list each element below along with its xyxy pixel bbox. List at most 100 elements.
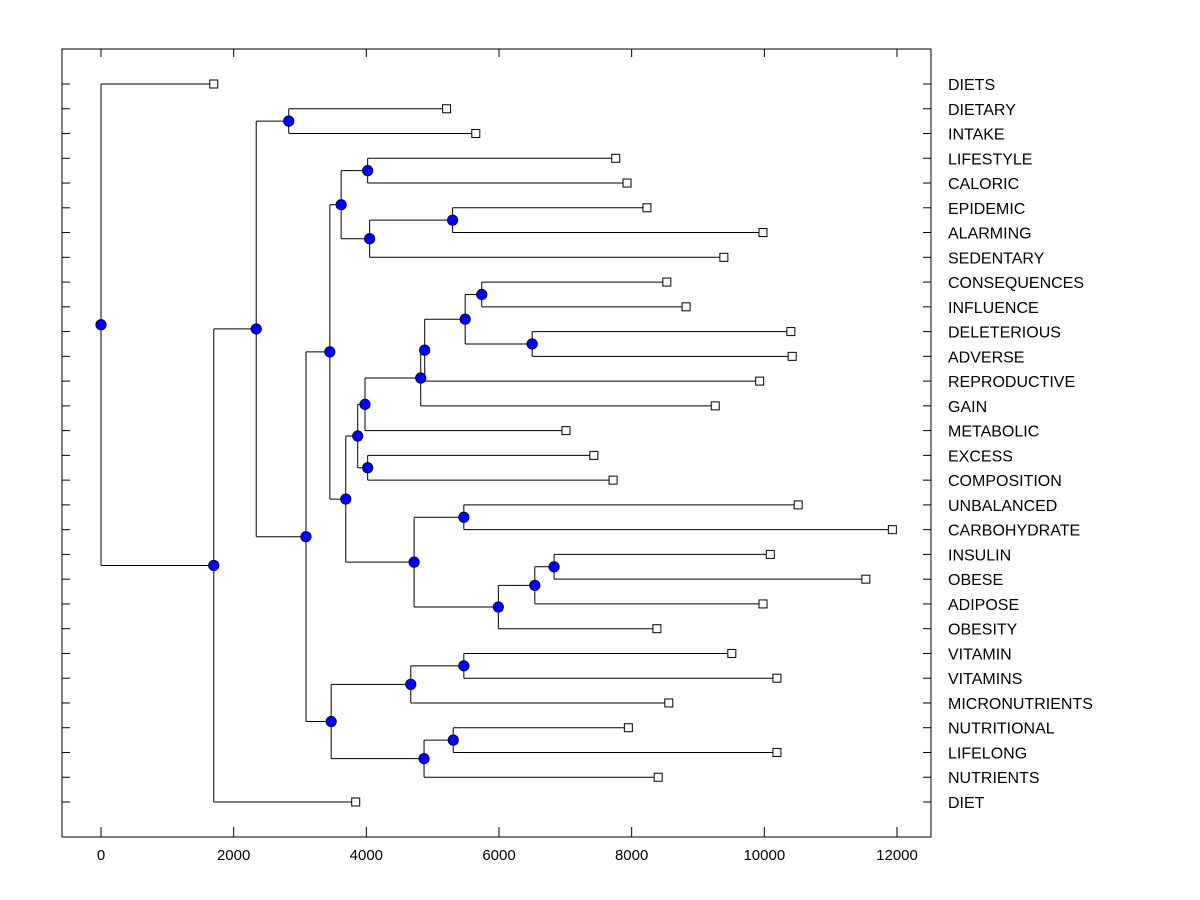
- leaf-label: UNBALANCED: [948, 498, 1057, 515]
- cluster-node: [250, 323, 262, 335]
- cluster-node: [359, 398, 371, 410]
- leaf-marker: [611, 153, 621, 163]
- cluster-node: [529, 579, 541, 591]
- leaf-marker: [209, 79, 219, 89]
- leaf-marker: [589, 450, 599, 460]
- leaf-marker: [727, 648, 737, 658]
- cluster-node: [408, 556, 420, 568]
- cluster-node: [418, 753, 430, 765]
- leaf-label: CONSEQUENCES: [948, 275, 1084, 292]
- leaf-marker: [861, 574, 871, 584]
- leaf-marker: [623, 723, 633, 733]
- x-tick-label: 10000: [743, 847, 785, 864]
- leaf-marker: [653, 772, 663, 782]
- leaf-label: COMPOSITION: [948, 473, 1062, 490]
- leaf-label: METABOLIC: [948, 424, 1039, 441]
- cluster-node: [340, 493, 352, 505]
- leaf-marker: [786, 327, 796, 337]
- x-tick-label: 4000: [350, 847, 383, 864]
- leaf-marker: [887, 525, 897, 535]
- leaf-label: CARBOHYDRATE: [948, 523, 1080, 540]
- leaf-marker: [719, 252, 729, 262]
- leaf-marker: [351, 797, 361, 807]
- x-tick-label: 0: [97, 847, 105, 864]
- leaf-marker: [652, 624, 662, 634]
- leaf-label: NUTRITIONAL: [948, 721, 1055, 738]
- leaf-label: MICRONUTRIENTS: [948, 696, 1093, 713]
- x-tick-label: 2000: [217, 847, 250, 864]
- dendrogram-nodes: [95, 115, 560, 765]
- leaf-label: INTAKE: [948, 127, 1005, 144]
- leaf-marker: [793, 500, 803, 510]
- cluster-node: [335, 199, 347, 211]
- leaf-marker: [471, 129, 481, 139]
- dendrogram-leaves: [209, 79, 897, 807]
- leaf-marker: [642, 203, 652, 213]
- leaf-label: DIETS: [948, 77, 995, 94]
- x-tick-label: 8000: [615, 847, 648, 864]
- cluster-node: [458, 511, 470, 523]
- leaf-label: LIFESTYLE: [948, 151, 1032, 168]
- cluster-node: [458, 660, 470, 672]
- leaf-marker: [758, 228, 768, 238]
- x-axis: 0 2000 4000 6000 8000 10000 12000: [97, 49, 918, 864]
- cluster-node: [447, 734, 459, 746]
- leaf-label: REPRODUCTIVE: [948, 374, 1075, 391]
- leaf-label: OBESITY: [948, 622, 1018, 639]
- leaf-labels: DIETS DIETARY INTAKE LIFESTYLE CALORIC EPIDEM…: [948, 77, 1093, 812]
- leaf-label: NUTRIENTS: [948, 770, 1040, 787]
- cluster-node: [476, 288, 488, 301]
- leaf-label: ADIPOSE: [948, 597, 1019, 614]
- cluster-node: [419, 344, 431, 356]
- cluster-node: [325, 715, 337, 728]
- leaf-label: INSULIN: [948, 547, 1011, 564]
- leaf-marker: [758, 599, 768, 609]
- leaf-label: ADVERSE: [948, 349, 1024, 366]
- cluster-node: [95, 319, 107, 331]
- y-ticks: [62, 83, 931, 803]
- cluster-node: [492, 601, 504, 613]
- leaf-label: EXCESS: [948, 448, 1013, 465]
- leaf-label: ALARMING: [948, 226, 1032, 243]
- cluster-node: [415, 372, 427, 384]
- cluster-node: [405, 678, 417, 690]
- leaf-marker: [664, 698, 674, 708]
- leaf-label: DIETARY: [948, 102, 1016, 119]
- leaf-label: GAIN: [948, 399, 987, 416]
- leaf-label: LIFELONG: [948, 745, 1027, 762]
- leaf-label: SEDENTARY: [948, 250, 1045, 267]
- x-tick-label: 6000: [482, 847, 515, 864]
- cluster-node: [362, 462, 374, 474]
- cluster-node: [352, 430, 364, 442]
- leaf-marker: [755, 376, 765, 386]
- leaf-marker: [622, 178, 632, 188]
- leaf-marker: [772, 747, 782, 757]
- leaf-marker: [710, 401, 720, 411]
- leaf-label: OBESE: [948, 572, 1003, 589]
- cluster-node: [446, 214, 459, 226]
- cluster-node: [526, 338, 538, 350]
- leaf-marker: [787, 351, 797, 361]
- leaf-label: VITAMINS: [948, 671, 1022, 688]
- plot-frame: [61, 48, 932, 838]
- leaf-marker: [561, 426, 571, 436]
- cluster-node: [548, 561, 560, 573]
- leaf-label: VITAMIN: [948, 646, 1012, 663]
- leaf-marker: [681, 302, 691, 312]
- dendrogram-links: [100, 83, 893, 803]
- leaf-label: DELETERIOUS: [948, 325, 1061, 342]
- leaf-label: CALORIC: [948, 176, 1019, 193]
- leaf-marker: [662, 277, 672, 287]
- cluster-node: [283, 115, 295, 127]
- cluster-node: [208, 559, 220, 572]
- leaf-label: INFLUENCE: [948, 300, 1039, 317]
- cluster-node: [300, 531, 312, 543]
- cluster-node: [324, 346, 336, 358]
- leaf-marker: [765, 549, 775, 559]
- leaf-marker: [772, 673, 782, 683]
- leaf-label: DIET: [948, 795, 985, 812]
- cluster-node: [459, 313, 471, 325]
- cluster-node: [362, 165, 374, 177]
- cluster-node: [364, 233, 376, 245]
